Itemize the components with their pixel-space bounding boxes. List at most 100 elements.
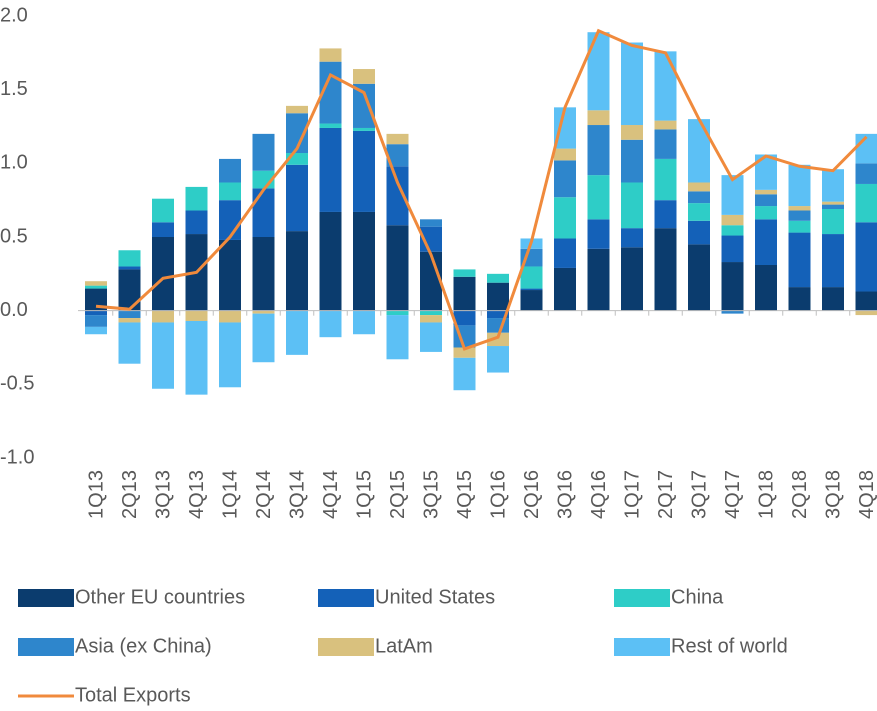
legend-label: Asia (ex China) [75,635,212,657]
bar-segment [453,357,476,391]
bar-segment [721,225,744,236]
bar-segment [219,322,241,388]
x-tick-label: 4Q14 [320,470,342,519]
x-tick-label: 1Q17 [621,470,643,519]
bar-segment [353,211,375,311]
bar-segment [453,347,476,358]
bar-segment [319,211,342,311]
x-tick-label: 3Q16 [554,470,576,519]
bar-segment [185,186,208,211]
legend-label: United States [375,586,495,608]
bar-segment [654,120,677,130]
bar-segment [855,163,877,184]
x-tick-label: 4Q18 [856,470,877,519]
legend-swatch [614,638,670,656]
y-tick-label: -1.0 [0,446,34,468]
legend-swatch [318,589,374,607]
bar-segment [587,248,610,311]
bar-segment [353,127,375,131]
bar-segment [185,320,208,395]
bar-segment [587,125,610,176]
x-tick-label: 2Q15 [387,470,409,519]
bar-segment [286,153,308,165]
bar-segment [152,198,174,223]
bar-segment [185,210,208,235]
legend-label: Total Exports [75,684,191,706]
bar-segment [654,51,677,121]
bar-segment [554,148,576,161]
bar-segment [152,322,174,389]
bar-segment [855,183,877,223]
x-tick-label: 3Q17 [688,470,710,519]
x-tick-label: 2Q14 [253,470,275,519]
legend-swatch [614,589,670,607]
bar-segment [688,119,710,183]
bar-segment [721,235,744,263]
bar-segment [721,262,744,311]
bar-segment [654,129,677,159]
bar-segment [520,290,543,311]
bar-segment [487,346,509,373]
bar-segment [520,288,543,291]
bar-segment [353,130,375,212]
bar-segment [118,318,141,323]
bar-segment [822,201,844,205]
bar-segment [755,219,777,265]
bar-segment [386,315,409,360]
bar-segment [554,160,576,198]
bar-segment [520,266,543,289]
bar-segment [286,105,308,114]
bar-segment [252,313,275,363]
bar-segment [219,182,241,201]
bar-segment [621,139,643,183]
bar-segment [788,232,811,288]
bar-segment [353,310,375,335]
bar-segment [286,310,308,355]
y-tick-label: 0.5 [0,225,28,247]
bar-segment [118,266,141,270]
bar-segment [621,247,643,311]
x-tick-label: 3Q13 [152,470,174,519]
bar-segment [286,164,308,232]
bar-segment [554,197,576,239]
bar-segment [386,144,409,167]
bar-segment [286,113,308,154]
bar-segment [252,237,275,311]
bar-segment [219,158,241,183]
x-tick-label: 3Q14 [286,470,308,519]
bar-segment [688,203,710,221]
bar-segment [85,288,107,311]
bar-segment [185,310,208,321]
y-tick-label: 1.5 [0,78,28,100]
bar-segment [654,200,677,229]
bar-segment [353,83,375,128]
bar-segment [286,231,308,311]
x-tick-label: 2Q18 [789,470,811,519]
bar-segment [688,220,710,245]
bar-segment [85,315,107,327]
x-tick-label: 4Q15 [454,470,476,519]
bar-segment [118,250,141,267]
y-tick-label: 2.0 [0,4,28,26]
bar-segment [85,281,107,286]
total-line [95,28,868,351]
bar-segment [85,310,107,316]
bar-segment [85,285,107,289]
bar-segment [219,200,241,240]
bar-segment [621,228,643,248]
y-tick-label: 1.0 [0,152,28,174]
bar-segment [755,206,777,220]
x-tick-label: 1Q15 [353,470,375,519]
bar-segment [721,175,744,215]
bar-segment [453,310,476,326]
bar-segment [654,158,677,201]
bar-segment [587,175,610,220]
y-tick-label: -0.5 [0,373,34,395]
bar-segment [688,191,710,204]
bar-segment [788,287,811,311]
bar-segment [654,228,677,311]
bar-segment [420,315,442,323]
bar-segment [386,166,409,226]
bar-segment [420,251,442,311]
bar-segment [453,269,476,277]
